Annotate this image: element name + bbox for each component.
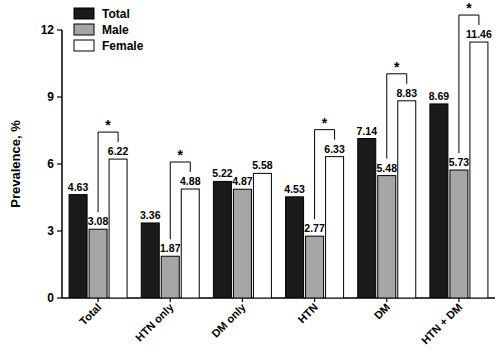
x-tick [242,298,243,302]
x-tick-label: HTN only [133,300,176,343]
bar [306,236,324,298]
y-tick [57,29,62,30]
x-tick-label: DM [372,301,393,322]
legend-swatch [74,40,94,51]
y-tick [57,163,62,164]
significance-bracket [170,162,190,239]
bar [253,173,271,298]
legend-swatch [74,24,94,35]
data-label: 4.63 [68,181,89,193]
bar [450,170,468,298]
bar [326,157,344,298]
y-tick [57,96,62,97]
significance-bracket [387,74,407,159]
y-tick [57,297,62,298]
x-tick-label: DM only [209,300,248,339]
legend-swatch [74,8,94,19]
y-tick [57,230,62,231]
data-label: 5.22 [212,167,233,179]
data-label: 8.69 [429,90,450,102]
bar [358,139,376,298]
x-tick [170,298,171,302]
data-label: 3.36 [140,209,161,221]
bar [286,197,304,298]
bar [213,181,231,298]
x-tick [386,298,387,302]
data-label: 3.08 [88,215,109,227]
bars [69,42,488,298]
data-label: 2.77 [304,222,325,234]
bar [109,159,127,298]
chart: 0 3 6 9 12 Prevalence, % 4.63 3.36 5.22 4.53 7.14 8… [0,0,500,356]
significance-star: * [394,59,400,75]
legend-label: Male [102,23,129,37]
data-label: 5.58 [252,159,273,171]
data-label: 1.87 [160,242,181,254]
y-tick-label: 0 [47,291,54,305]
bar [69,195,87,298]
significance-bracket [459,15,479,153]
data-label: 4.87 [232,175,253,187]
bar [141,223,159,298]
x-tick [458,298,459,302]
significance-star: * [105,117,111,133]
bar [181,189,199,298]
data-label: 4.53 [284,183,305,195]
significance-bracket [315,130,335,220]
legend: Total Male Female [74,7,144,53]
data-label: 5.48 [377,162,398,174]
y-axis-label: Prevalence, % [8,120,23,208]
y-tick-label: 9 [47,90,54,104]
bar [470,42,488,298]
data-label: 6.22 [108,145,129,157]
y-tick-label: 12 [41,23,55,37]
bar [430,104,448,298]
data-label: 6.33 [324,143,345,155]
data-label: 11.46 [466,28,492,40]
bar [89,229,107,298]
x-tick-label: HTN + DM [419,301,464,346]
significance-bracket [98,132,118,212]
legend-label: Total [102,7,130,21]
bar [233,189,251,298]
significance-star: * [178,147,184,163]
x-tick-label: Total [77,301,103,327]
data-labels: 4.63 3.36 5.22 4.53 7.14 8.69 3.08 1.87 4.87 2.77… [68,28,492,254]
bar [378,176,396,298]
data-label: 5.73 [449,156,470,168]
data-label: 4.88 [180,175,201,187]
y-tick-label: 6 [47,157,54,171]
bar [398,101,416,298]
data-label: 8.83 [397,87,418,99]
significance-star: * [466,0,472,16]
legend-label: Female [102,39,144,53]
bar [161,256,179,298]
x-tick-label: HTN [296,301,321,326]
significance-star: * [322,115,328,131]
y-tick-label: 3 [47,224,54,238]
x-tick [314,298,315,302]
annotations: * * * * * [98,0,479,239]
x-tick [97,298,98,302]
data-label: 7.14 [357,125,378,137]
